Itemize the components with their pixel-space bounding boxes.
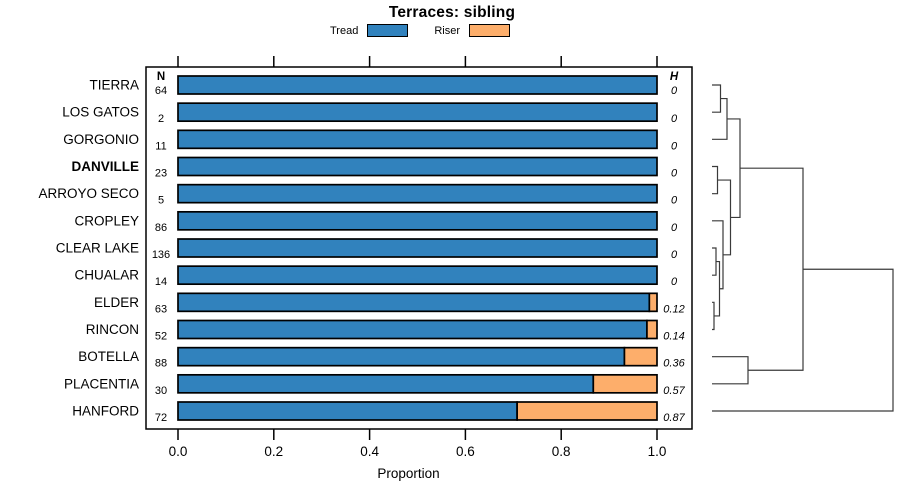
dendrogram-branch (712, 84, 722, 113)
row-label: ELDER (94, 295, 139, 310)
h-value: 0 (671, 85, 678, 97)
bar-segment-riser (623, 346, 658, 367)
n-value: 72 (155, 412, 167, 424)
dendrogram-branch (712, 356, 749, 385)
bar-segment-tread (177, 156, 658, 177)
bar-segment-tread (177, 319, 648, 340)
h-value: 0.57 (663, 385, 685, 397)
legend-label-riser: Riser (434, 24, 460, 37)
axis-tick-label: 0.0 (169, 444, 188, 459)
dendrogram-branch (714, 260, 721, 317)
axis-tick-label: 1.0 (648, 444, 667, 459)
bar-segment-tread (177, 373, 595, 394)
legend-swatch-tread (367, 24, 409, 37)
bar-segment-tread (177, 102, 658, 123)
plot-box (145, 66, 693, 430)
row-label: HANFORD (72, 404, 139, 419)
n-value: 64 (155, 85, 167, 97)
legend-label-tread: Tread (330, 24, 359, 37)
row-label: PLACENTIA (64, 376, 139, 391)
n-value: 5 (158, 195, 164, 207)
row-label: ARROYO SECO (38, 186, 139, 201)
row-label: GORGONIO (63, 132, 139, 147)
dendrogram-branch (712, 165, 719, 195)
n-value: 2 (158, 113, 164, 125)
n-value: 136 (152, 249, 170, 261)
bar-segment-tread (177, 401, 518, 421)
h-value: 0 (671, 276, 678, 288)
h-value: 0 (671, 140, 678, 152)
bar-segment-tread (177, 238, 658, 258)
chart-title: Terraces: sibling (388, 4, 516, 21)
h-value: 0.12 (663, 303, 684, 315)
bar-segment-riser (592, 373, 658, 394)
h-value: 0 (671, 195, 678, 207)
axis-tick-label: 0.2 (264, 444, 283, 459)
h-value: 0.87 (663, 412, 685, 424)
row-label: CROPLEY (74, 213, 139, 228)
h-column-header: H (670, 71, 679, 83)
dendrogram-branch (712, 268, 894, 412)
dendrogram-branch (712, 97, 728, 140)
dendrogram-branch (712, 220, 724, 290)
n-value: 88 (155, 358, 167, 370)
n-column-header: N (157, 71, 165, 83)
n-value: 14 (155, 276, 167, 288)
h-value: 0 (671, 249, 678, 261)
row-label: DANVILLE (72, 159, 140, 174)
row-label: LOS GATOS (62, 105, 139, 120)
n-value: 86 (155, 222, 167, 234)
row-label: CLEAR LAKE (56, 241, 139, 256)
x-axis-title: Proportion (377, 466, 439, 481)
h-value: 0 (671, 168, 678, 180)
h-value: 0 (671, 222, 678, 234)
row-label: BOTELLA (78, 349, 139, 364)
row-label: TIERRA (89, 78, 139, 93)
legend: Tread Riser (330, 24, 510, 37)
bar-segment-riser (646, 319, 658, 340)
row-label: CHUALAR (74, 268, 139, 283)
dendrogram-branch (740, 167, 804, 371)
dendrogram-branch (727, 118, 741, 219)
bar-segment-tread (177, 292, 651, 313)
n-value: 52 (155, 331, 167, 343)
bar-segment-tread (177, 75, 658, 95)
axis-tick-label: 0.6 (456, 444, 475, 459)
n-value: 23 (155, 168, 167, 180)
dendrogram-branch (712, 247, 717, 276)
dendrogram-branch (712, 301, 715, 331)
bar-segment-tread (177, 265, 658, 286)
dendrogram-branch (717, 179, 732, 256)
row-label: RINCON (86, 322, 139, 337)
h-value: 0.14 (663, 331, 684, 343)
bar-segment-riser (516, 401, 658, 421)
bar-segment-riser (648, 292, 658, 313)
legend-swatch-riser (469, 24, 510, 37)
bar-segment-tread (177, 129, 658, 150)
bar-segment-tread (177, 210, 658, 231)
bar-segment-tread (177, 183, 658, 204)
n-value: 63 (155, 303, 167, 315)
axis-tick-label: 0.4 (360, 444, 379, 459)
n-value: 11 (155, 140, 166, 152)
bar-segment-tread (177, 346, 626, 367)
axis-tick-label: 0.8 (552, 444, 571, 459)
h-value: 0 (671, 113, 678, 125)
n-value: 30 (155, 385, 167, 397)
h-value: 0.36 (663, 358, 685, 370)
